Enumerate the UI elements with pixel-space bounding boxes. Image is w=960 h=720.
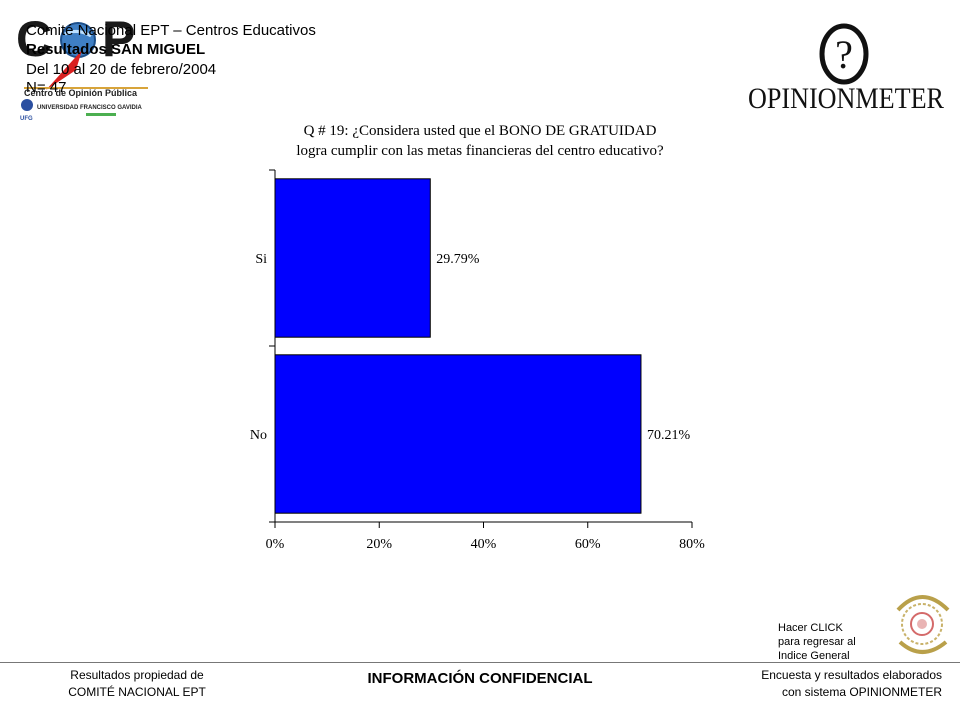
- value-label: 29.79%: [436, 252, 480, 267]
- footer-ownership: Resultados propiedad de COMITÉ NACIONAL …: [32, 667, 242, 701]
- x-tick-label: 0%: [266, 537, 285, 552]
- footer-left-line-1: Resultados propiedad de: [70, 668, 204, 682]
- value-label: 70.21%: [647, 428, 691, 443]
- x-tick-label: 60%: [575, 537, 601, 552]
- header-dates: Del 10 al 20 de febrero/2004: [26, 61, 217, 78]
- bar-chart: 0% 20% 40% 60% 80% Si 29.79% No 70.21%: [250, 169, 705, 552]
- click-note-line-3: Indice General: [778, 650, 850, 662]
- header-results: Resultados SAN MIGUEL: [26, 41, 206, 58]
- campaign-seal-logo[interactable]: [888, 588, 956, 660]
- footer-right-line-2: con sistema OPINIONMETER: [781, 685, 942, 699]
- bar-no: [274, 354, 642, 514]
- footer-left-line-2: COMITÉ NACIONAL EPT: [68, 685, 206, 699]
- opinionmeter-wordmark: OPINIONMETER: [748, 82, 944, 115]
- question-line-1: Q # 19: ¿Considera usted que el BONO DE …: [303, 123, 657, 139]
- cop-logo: C P Centro de Opinión Pública UNIVERSIDA…: [16, 12, 148, 122]
- footer-divider: [0, 662, 960, 663]
- question-line-2: logra cumplir con las metas financieras …: [296, 143, 664, 159]
- header-title: Comité Nacional EPT – Centros Educativos: [26, 22, 316, 39]
- back-to-index-link[interactable]: Hacer CLICK para regresar al Indice Gene…: [778, 621, 856, 663]
- footer-confidential: INFORMACIÓN CONFIDENCIAL: [367, 670, 593, 687]
- question-text: Q # 19: ¿Considera usted que el BONO DE …: [230, 121, 730, 161]
- ufg-initials: UFG: [20, 116, 33, 122]
- x-tick-label: 80%: [679, 537, 705, 552]
- click-note-line-1: Hacer CLICK: [778, 622, 843, 634]
- cop-subtitle: Centro de Opinión Pública: [24, 88, 138, 98]
- category-label: Si: [255, 252, 267, 267]
- svg-text:P: P: [102, 12, 135, 67]
- ufg-university-name: UNIVERSIDAD FRANCISCO GAVIDIA: [37, 105, 143, 111]
- category-label: No: [250, 428, 267, 443]
- x-tick-label: 40%: [471, 537, 497, 552]
- footer-credits: Encuesta y resultados elaborados con sis…: [690, 667, 942, 701]
- click-note-line-2: para regresar al: [778, 636, 856, 648]
- svg-text:?: ?: [835, 32, 853, 77]
- footer-right-line-1: Encuesta y resultados elaborados: [761, 668, 942, 682]
- bar-si: [274, 178, 431, 338]
- opinionmeter-logo: ? OPINIONMETER: [748, 23, 944, 115]
- svg-text:C: C: [16, 12, 52, 67]
- x-tick-label: 20%: [366, 537, 392, 552]
- header-sample-size: N= 47: [26, 79, 67, 96]
